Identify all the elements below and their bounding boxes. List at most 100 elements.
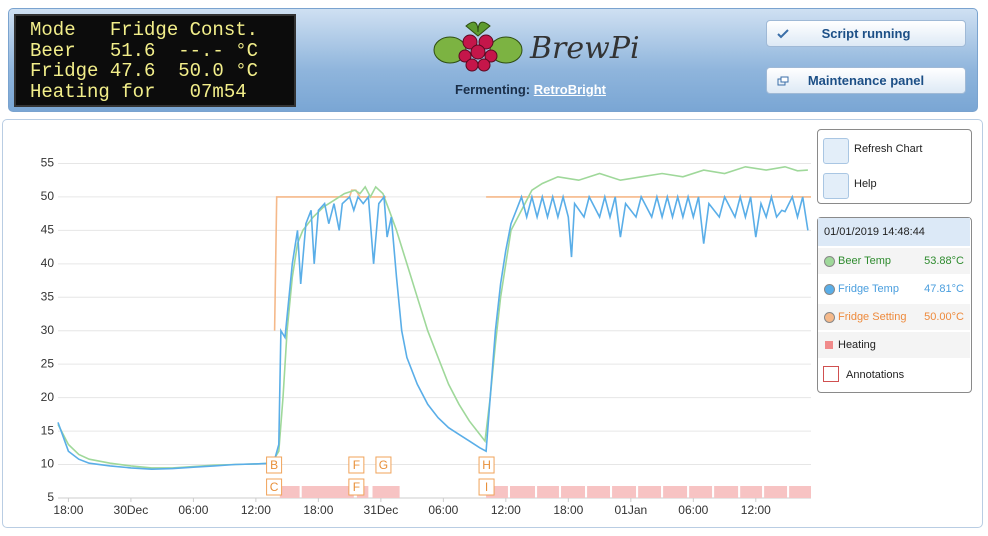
y-tick-label: 30 [41, 323, 55, 337]
x-tick-label: 06:00 [428, 503, 458, 517]
legend-name: Fridge Temp [838, 283, 899, 295]
script-button[interactable]: Script running [766, 20, 966, 47]
chart-panel [2, 119, 983, 528]
annotation-label: G [379, 458, 388, 472]
lcd-line: Mode Fridge Const. [30, 19, 259, 41]
legend-row: Fridge Temp 47.81°C [818, 276, 970, 302]
legend-value: 47.81°C [924, 283, 964, 295]
annotation-box [266, 478, 283, 496]
annotation-label: F [353, 480, 360, 494]
x-tick-label: 18:00 [53, 503, 83, 517]
button-label: Maintenance panel [807, 73, 925, 88]
heating-bar [372, 486, 400, 498]
heating-bar [764, 486, 788, 498]
annotation-box [375, 456, 392, 474]
legend-swatch [825, 341, 833, 349]
heating-bar [510, 486, 536, 498]
heating-bar [279, 486, 300, 498]
y-tick-label: 45 [41, 223, 55, 237]
refresh-icon[interactable] [823, 138, 849, 164]
y-tick-label: 50 [41, 189, 55, 203]
controls: Refresh Chart Help [817, 129, 972, 204]
lcd-line: Beer 51.6 --.- °C [30, 39, 259, 62]
y-tick-label: 15 [41, 423, 55, 437]
x-tick-label: 12:00 [741, 503, 771, 517]
x-tick-label: 30Dec [114, 503, 149, 517]
legend-name: Fridge Setting [838, 311, 907, 323]
x-tick-label: 18:00 [303, 503, 333, 517]
legend-swatch [824, 284, 835, 295]
annotation-box [348, 478, 365, 496]
timestamp: 01/01/2019 14:48:44 [818, 218, 970, 246]
logo: BrewPi [433, 21, 640, 72]
legend: 01/01/2019 14:48:44 Beer Temp 53.88°C Frid… [817, 217, 972, 393]
x-tick-label: 12:00 [241, 503, 271, 517]
annotation: C [266, 478, 283, 496]
heating-bar [638, 486, 662, 498]
annotation: B [266, 456, 283, 474]
heating-bar [689, 486, 713, 498]
window-icon [777, 76, 789, 86]
y-tick-label: 5 [47, 490, 54, 504]
x-tick-label: 18:00 [553, 503, 583, 517]
heating-bar [537, 486, 559, 498]
annotation-label: B [270, 458, 278, 472]
legend-swatch [824, 256, 835, 267]
legend-row: Annotations [818, 362, 970, 388]
maintenance-button[interactable]: Maintenance panel [766, 67, 966, 94]
check-icon [777, 29, 789, 39]
legend-row: Heating [818, 332, 970, 358]
annotation: F [348, 478, 365, 496]
legend-name: Heating [838, 339, 876, 351]
series-line [273, 189, 811, 331]
legend-name: Annotations [846, 369, 905, 381]
heating-bar [714, 486, 739, 498]
annotation-label: I [485, 480, 488, 494]
annotation-label: H [482, 458, 491, 472]
annotation: F [348, 456, 365, 474]
legend-value: 53.88°C [924, 255, 964, 267]
fermenting-label: Fermenting: [455, 82, 531, 97]
x-tick-label: 06:00 [178, 503, 208, 517]
button-label: Script running [821, 26, 911, 41]
heating-bar [587, 486, 610, 498]
logo-text: BrewPi [529, 31, 640, 66]
legend-row: Fridge Setting 50.00°C [818, 304, 970, 330]
heating-bar [301, 486, 354, 498]
y-tick-label: 40 [41, 256, 55, 270]
annotation-box [478, 478, 495, 496]
annotation-icon [823, 366, 839, 382]
heating-bar [789, 486, 811, 498]
legend-swatch [824, 312, 835, 323]
x-tick-label: 06:00 [678, 503, 708, 517]
lcd-display: Mode Fridge Const. Beer 51.6 --.- °C Fri… [14, 14, 296, 107]
annotation-box [478, 456, 495, 474]
annotation-box [266, 456, 283, 474]
lcd-line: Heating for 07m54 [30, 80, 247, 103]
annotation-label: C [270, 480, 279, 494]
x-tick-label: 31Dec [364, 503, 399, 517]
annotation-label: F [353, 458, 360, 472]
heating-bar [663, 486, 688, 498]
y-tick-label: 55 [41, 156, 55, 170]
y-tick-label: 10 [41, 457, 55, 471]
series-line [57, 193, 809, 471]
legend-value: 50.00°C [924, 311, 964, 323]
y-tick-label: 25 [41, 356, 55, 370]
beer-link[interactable]: RetroBright [533, 82, 606, 97]
annotation: I [478, 478, 495, 496]
y-tick-label: 35 [41, 289, 55, 303]
help-label[interactable]: Help [854, 178, 877, 190]
x-tick-label: 12:00 [491, 503, 521, 517]
refresh-label[interactable]: Refresh Chart [854, 143, 923, 155]
legend-row: Beer Temp 53.88°C [818, 248, 970, 274]
lcd-line: Fridge 47.6 50.0 °C [30, 60, 259, 82]
annotation: G [375, 456, 392, 474]
annotation-box [348, 456, 365, 474]
heating-bar [612, 486, 637, 498]
help-icon[interactable] [823, 173, 849, 199]
heating-bar [561, 486, 585, 498]
y-tick-label: 20 [41, 390, 55, 404]
